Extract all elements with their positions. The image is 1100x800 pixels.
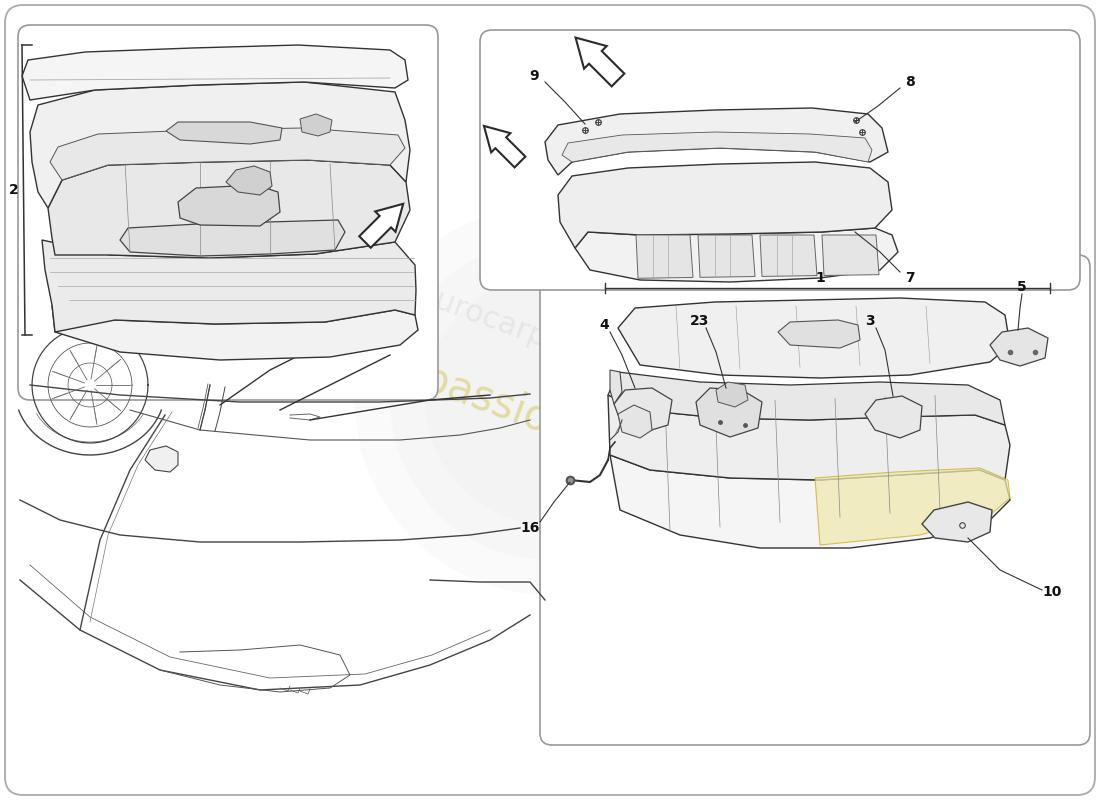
Polygon shape bbox=[760, 235, 817, 277]
Circle shape bbox=[355, 205, 745, 595]
Polygon shape bbox=[575, 228, 898, 282]
Text: 10: 10 bbox=[1043, 585, 1062, 599]
Polygon shape bbox=[484, 126, 526, 167]
Polygon shape bbox=[145, 446, 178, 472]
Polygon shape bbox=[815, 468, 1010, 545]
Polygon shape bbox=[226, 166, 272, 195]
Text: 1: 1 bbox=[815, 271, 825, 285]
FancyBboxPatch shape bbox=[6, 5, 1094, 795]
Text: 7: 7 bbox=[905, 271, 915, 285]
Polygon shape bbox=[575, 38, 625, 86]
Polygon shape bbox=[178, 185, 280, 226]
Polygon shape bbox=[922, 502, 992, 542]
Polygon shape bbox=[608, 395, 1010, 480]
Text: a passion for parts: a passion for parts bbox=[381, 344, 760, 516]
Polygon shape bbox=[360, 204, 404, 248]
Text: 23: 23 bbox=[691, 314, 710, 328]
Polygon shape bbox=[120, 220, 345, 256]
Text: eurocarparts.com: eurocarparts.com bbox=[414, 280, 676, 400]
Polygon shape bbox=[50, 128, 405, 180]
Polygon shape bbox=[608, 372, 1005, 425]
Polygon shape bbox=[562, 132, 872, 162]
Polygon shape bbox=[610, 370, 621, 404]
Text: 5: 5 bbox=[1018, 280, 1027, 294]
FancyBboxPatch shape bbox=[480, 30, 1080, 290]
Polygon shape bbox=[48, 160, 410, 258]
Polygon shape bbox=[618, 405, 652, 438]
Text: 9: 9 bbox=[529, 69, 539, 83]
Polygon shape bbox=[716, 382, 748, 407]
Polygon shape bbox=[778, 320, 860, 348]
Polygon shape bbox=[610, 455, 1010, 548]
Polygon shape bbox=[698, 235, 755, 278]
Polygon shape bbox=[614, 388, 672, 432]
Polygon shape bbox=[52, 305, 418, 360]
FancyBboxPatch shape bbox=[540, 255, 1090, 745]
Polygon shape bbox=[30, 82, 410, 208]
Text: 2: 2 bbox=[9, 183, 19, 197]
Polygon shape bbox=[865, 396, 922, 438]
Text: 3: 3 bbox=[866, 314, 874, 328]
Polygon shape bbox=[22, 45, 408, 100]
Polygon shape bbox=[822, 235, 879, 275]
Polygon shape bbox=[558, 162, 892, 248]
Circle shape bbox=[390, 240, 710, 560]
Polygon shape bbox=[166, 122, 282, 144]
FancyBboxPatch shape bbox=[18, 25, 438, 400]
Polygon shape bbox=[636, 235, 693, 278]
Text: 16: 16 bbox=[520, 521, 540, 535]
Polygon shape bbox=[42, 240, 416, 332]
Text: 8: 8 bbox=[905, 75, 915, 89]
Polygon shape bbox=[696, 388, 762, 437]
Polygon shape bbox=[618, 298, 1010, 378]
Polygon shape bbox=[300, 114, 332, 136]
Polygon shape bbox=[990, 328, 1048, 366]
Polygon shape bbox=[544, 108, 888, 175]
Text: 4: 4 bbox=[600, 318, 609, 332]
